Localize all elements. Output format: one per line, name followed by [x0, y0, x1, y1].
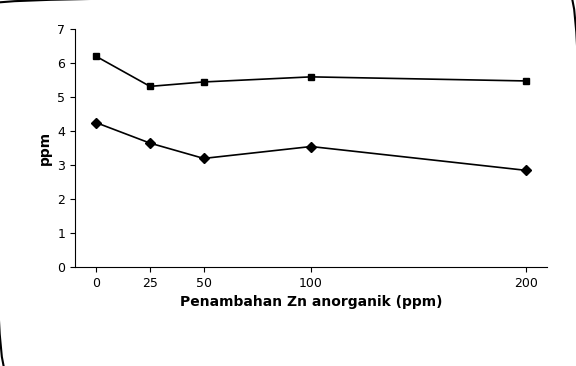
X-axis label: Penambahan Zn anorganik (ppm): Penambahan Zn anorganik (ppm) — [180, 295, 442, 310]
Ca — [308, 144, 314, 149]
Ca — [200, 156, 207, 161]
Ca — [93, 120, 100, 125]
P — [308, 75, 314, 79]
Line: Ca: Ca — [93, 119, 529, 174]
Y-axis label: ppm: ppm — [37, 131, 52, 165]
P — [522, 79, 529, 83]
P — [93, 54, 100, 59]
Line: P: P — [93, 53, 529, 90]
Ca — [146, 141, 153, 145]
Ca — [522, 168, 529, 172]
P — [200, 80, 207, 84]
P — [146, 84, 153, 89]
